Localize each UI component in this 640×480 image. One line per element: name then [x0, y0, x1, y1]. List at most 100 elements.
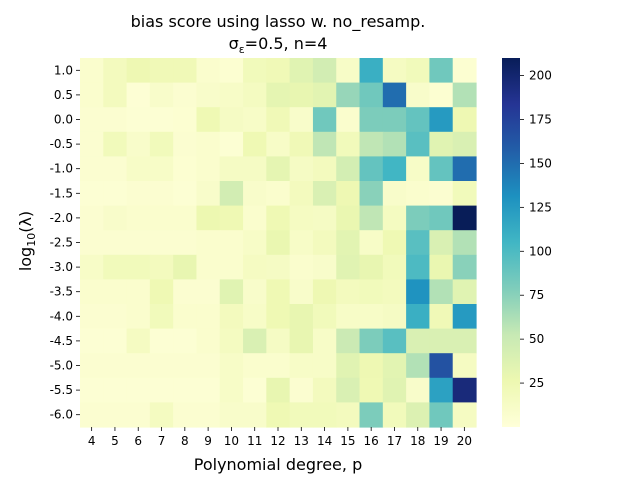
heatmap-cell [452, 230, 477, 256]
x-tick-label: 16 [364, 434, 379, 448]
heatmap-cell [312, 304, 337, 330]
heatmap-cell [336, 156, 361, 182]
heatmap-cell [149, 131, 174, 157]
heatmap-cell [289, 181, 314, 207]
x-tick-label: 18 [410, 434, 425, 448]
heatmap-cell [312, 156, 337, 182]
heatmap-cell [219, 279, 244, 305]
heatmap-cell [289, 304, 314, 330]
chart-title: bias score using lasso w. no_resamp. [131, 12, 426, 32]
heatmap-cell [126, 205, 151, 231]
heatmap-cell [289, 254, 314, 280]
heatmap-cell [452, 304, 477, 330]
heatmap-cell [429, 82, 454, 108]
heatmap-cell [80, 304, 104, 330]
colorbar-ticks: 25 50 75 100 125 150 175 200 [520, 69, 552, 390]
heatmap-cell [126, 58, 151, 84]
heatmap-cell [243, 107, 267, 133]
y-tick-label: -1.5 [50, 186, 73, 200]
heatmap-cell [266, 205, 291, 231]
heatmap-cell [382, 107, 407, 133]
heatmap-cell [289, 328, 314, 354]
heatmap-cell [149, 156, 174, 182]
heatmap-cell [103, 156, 128, 182]
y-tick-label: -4.0 [50, 309, 73, 323]
y-tick-label: -5.0 [50, 359, 73, 373]
y-tick-label: -1.0 [50, 162, 73, 176]
heatmap-cell [80, 254, 104, 280]
heatmap-cell [126, 82, 151, 108]
colorbar-tick-label: 200 [529, 69, 552, 83]
heatmap-cell [103, 82, 128, 108]
heatmap-cell [103, 181, 128, 207]
heatmap-cell [312, 131, 337, 157]
heatmap-cell [243, 131, 267, 157]
heatmap-cell [429, 304, 454, 330]
heatmap-cell [80, 181, 104, 207]
heatmap-cell [336, 254, 361, 280]
colorbar-tick-label: 25 [529, 376, 544, 390]
heatmap-cell [196, 328, 221, 354]
heatmap-cell [266, 402, 291, 428]
heatmap-cell [289, 205, 314, 231]
subtitle-sigma: σ [229, 34, 239, 53]
heatmap-cell [336, 107, 361, 133]
heatmap-cell [103, 304, 128, 330]
heatmap-cell [266, 156, 291, 182]
heatmap-cell [429, 156, 454, 182]
heatmap-cell [289, 107, 314, 133]
heatmap-cell [80, 205, 104, 231]
colorbar-tick-label: 150 [529, 156, 552, 170]
heatmap-cell [406, 205, 431, 231]
heatmap-cell [266, 82, 291, 108]
heatmap-cell [80, 353, 104, 379]
heatmap-cell [289, 82, 314, 108]
heatmap-cell [149, 230, 174, 256]
heatmap-cell [359, 353, 384, 379]
heatmap-cell [406, 230, 431, 256]
heatmap-cell [243, 205, 267, 231]
heatmap-cell [80, 107, 104, 133]
heatmap-cell [173, 58, 198, 84]
heatmap-cell [173, 254, 198, 280]
y-tick-label: -3.0 [50, 260, 73, 274]
heatmap-cell [452, 181, 477, 207]
heatmap-cell [336, 377, 361, 403]
heatmap-cell [312, 230, 337, 256]
heatmap-cell [126, 254, 151, 280]
x-tick-label: 5 [111, 434, 119, 448]
heatmap-cell [336, 205, 361, 231]
heatmap-cell [382, 254, 407, 280]
heatmap-cell [289, 402, 314, 428]
heatmap-cell [289, 353, 314, 379]
heatmap-cell [266, 131, 291, 157]
heatmap-cell [406, 328, 431, 354]
heatmap-cell [80, 156, 104, 182]
x-tick-label: 6 [134, 434, 142, 448]
heatmap-cell [126, 279, 151, 305]
y-tick-label: -4.5 [50, 334, 73, 348]
heatmap-cell [126, 304, 151, 330]
heatmap-cell [452, 131, 477, 157]
heatmap-cell [336, 402, 361, 428]
heatmap-cell [219, 353, 244, 379]
y-tick-label: 0.0 [54, 113, 73, 127]
x-tick-label: 10 [224, 434, 239, 448]
heatmap-cell [382, 353, 407, 379]
heatmap-cell [80, 279, 104, 305]
heatmap-cell [149, 279, 174, 305]
heatmap-cell [266, 304, 291, 330]
heatmap-cell [126, 353, 151, 379]
heatmap-cell [406, 304, 431, 330]
y-tick-label: -2.5 [50, 236, 73, 250]
heatmap-cell [196, 353, 221, 379]
heatmap-cell [149, 254, 174, 280]
heatmap-cell [406, 377, 431, 403]
heatmap-cell [219, 58, 244, 84]
x-tick-label: 15 [340, 434, 355, 448]
y-tick-labels: 1.0 0.5 0.0 -0.5 -1.0 -1.5 -2.0 -2.5 -3.0 -3.5 -4.… [50, 63, 80, 422]
heatmap-cell [126, 328, 151, 354]
heatmap-cell [103, 254, 128, 280]
heatmap-cell [80, 230, 104, 256]
heatmap-cell [103, 377, 128, 403]
